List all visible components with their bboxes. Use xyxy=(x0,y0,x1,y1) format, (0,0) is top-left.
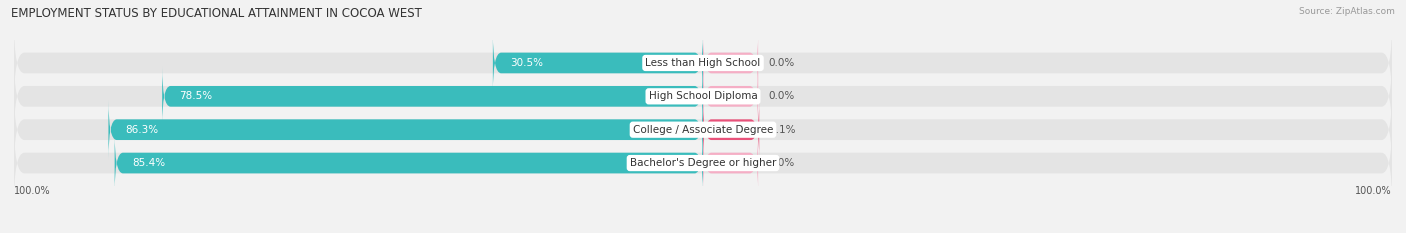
Text: Bachelor's Degree or higher: Bachelor's Degree or higher xyxy=(630,158,776,168)
Text: 0.0%: 0.0% xyxy=(769,91,794,101)
FancyBboxPatch shape xyxy=(14,123,1392,203)
FancyBboxPatch shape xyxy=(703,133,758,193)
Text: EMPLOYMENT STATUS BY EDUCATIONAL ATTAINMENT IN COCOA WEST: EMPLOYMENT STATUS BY EDUCATIONAL ATTAINM… xyxy=(11,7,422,20)
FancyBboxPatch shape xyxy=(494,33,703,93)
Text: College / Associate Degree: College / Associate Degree xyxy=(633,125,773,135)
FancyBboxPatch shape xyxy=(14,23,1392,103)
FancyBboxPatch shape xyxy=(703,100,759,159)
FancyBboxPatch shape xyxy=(703,67,758,126)
Text: 100.0%: 100.0% xyxy=(14,186,51,196)
FancyBboxPatch shape xyxy=(162,67,703,126)
FancyBboxPatch shape xyxy=(703,33,758,93)
Text: 78.5%: 78.5% xyxy=(180,91,212,101)
FancyBboxPatch shape xyxy=(14,57,1392,136)
FancyBboxPatch shape xyxy=(14,90,1392,169)
Text: 85.4%: 85.4% xyxy=(132,158,165,168)
Text: 30.5%: 30.5% xyxy=(510,58,543,68)
Text: 5.1%: 5.1% xyxy=(769,125,796,135)
FancyBboxPatch shape xyxy=(108,100,703,159)
Text: High School Diploma: High School Diploma xyxy=(648,91,758,101)
FancyBboxPatch shape xyxy=(115,133,703,193)
Text: 100.0%: 100.0% xyxy=(1355,186,1392,196)
Text: 86.3%: 86.3% xyxy=(125,125,159,135)
Text: 0.0%: 0.0% xyxy=(769,158,794,168)
Text: 0.0%: 0.0% xyxy=(769,58,794,68)
Text: Less than High School: Less than High School xyxy=(645,58,761,68)
Text: Source: ZipAtlas.com: Source: ZipAtlas.com xyxy=(1299,7,1395,16)
